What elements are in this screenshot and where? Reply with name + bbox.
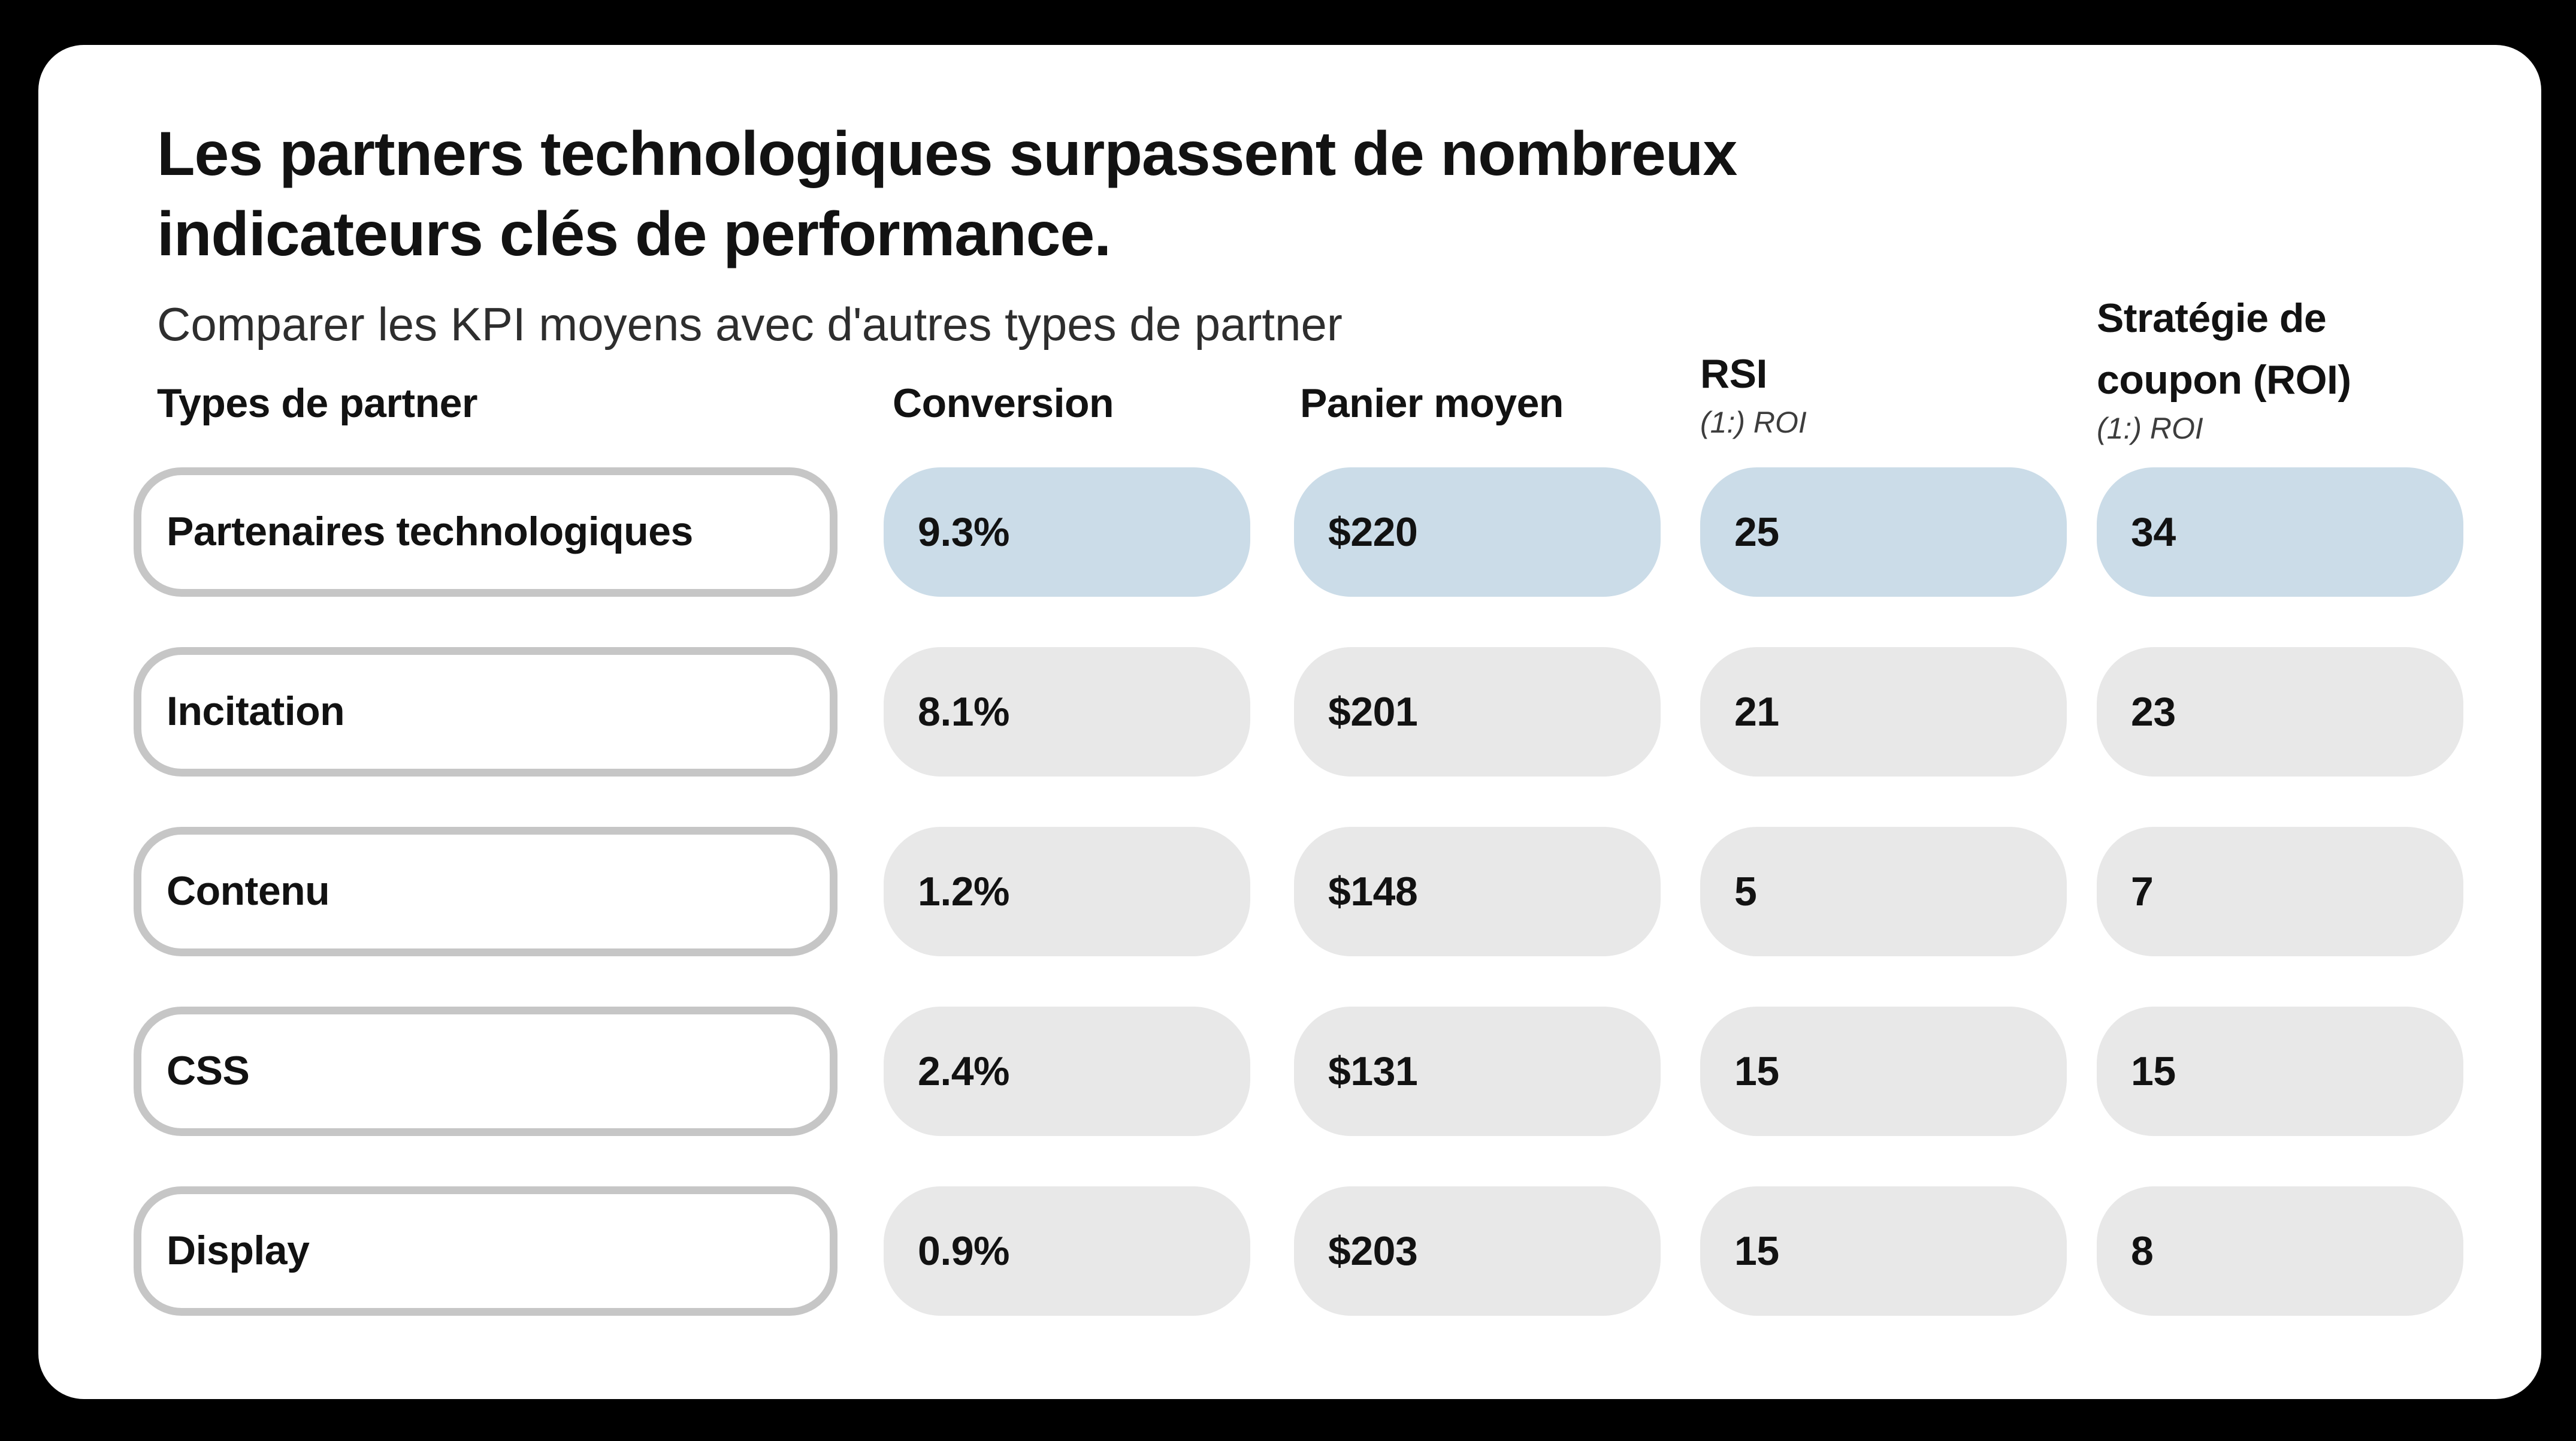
row-label-partenaires-technologiques: Partenaires technologiques bbox=[134, 467, 837, 597]
row-label-incitation: Incitation bbox=[134, 647, 837, 777]
column-subheader-coupon: (1:) ROI bbox=[2097, 412, 2203, 445]
column-header-basket: Panier moyen bbox=[1300, 380, 1564, 426]
value-cell-coupon-roi: 34 bbox=[2097, 467, 2463, 597]
value-cell-rsi: 21 bbox=[1700, 647, 2067, 777]
value-cell-conversion: 8.1% bbox=[884, 647, 1250, 777]
row-label-text: Display bbox=[167, 1228, 310, 1274]
column-subheader-rsi: (1:) ROI bbox=[1700, 406, 1807, 439]
value-cell-coupon-roi: 15 bbox=[2097, 1007, 2463, 1136]
value-cell-coupon-roi: 8 bbox=[2097, 1186, 2463, 1316]
row-label-display: Display bbox=[134, 1186, 837, 1316]
value-cell-coupon-roi: 7 bbox=[2097, 827, 2463, 956]
column-header-conversion: Conversion bbox=[893, 380, 1114, 426]
column-header-partner-type: Types de partner bbox=[157, 380, 477, 426]
page-subtitle: Comparer les KPI moyens avec d'autres ty… bbox=[157, 298, 1343, 351]
row-label-text: Contenu bbox=[167, 868, 330, 914]
column-header-rsi: RSI bbox=[1700, 351, 1767, 397]
value-cell-basket: $220 bbox=[1294, 467, 1661, 597]
value-cell-basket: $203 bbox=[1294, 1186, 1661, 1316]
column-header-coupon-roi: Stratégie de coupon (ROI) bbox=[2097, 295, 2351, 403]
page-title: Les partners technologiques surpassent d… bbox=[157, 114, 2194, 274]
row-label-text: Partenaires technologiques bbox=[167, 509, 693, 555]
value-cell-basket: $201 bbox=[1294, 647, 1661, 777]
value-cell-conversion: 0.9% bbox=[884, 1186, 1250, 1316]
value-cell-basket: $131 bbox=[1294, 1007, 1661, 1136]
row-label-contenu: Contenu bbox=[134, 827, 837, 956]
row-label-text: CSS bbox=[167, 1048, 250, 1094]
value-cell-conversion: 2.4% bbox=[884, 1007, 1250, 1136]
title-line-1: Les partners technologiques surpassent d… bbox=[157, 119, 1737, 189]
value-cell-rsi: 15 bbox=[1700, 1186, 2067, 1316]
value-cell-coupon-roi: 23 bbox=[2097, 647, 2463, 777]
title-line-2: indicateurs clés de performance. bbox=[157, 200, 1111, 269]
value-cell-rsi: 25 bbox=[1700, 467, 2067, 597]
row-label-css: CSS bbox=[134, 1007, 837, 1136]
value-cell-rsi: 15 bbox=[1700, 1007, 2067, 1136]
value-cell-basket: $148 bbox=[1294, 827, 1661, 956]
row-label-text: Incitation bbox=[167, 688, 345, 735]
value-cell-rsi: 5 bbox=[1700, 827, 2067, 956]
value-cell-conversion: 1.2% bbox=[884, 827, 1250, 956]
value-cell-conversion: 9.3% bbox=[884, 467, 1250, 597]
